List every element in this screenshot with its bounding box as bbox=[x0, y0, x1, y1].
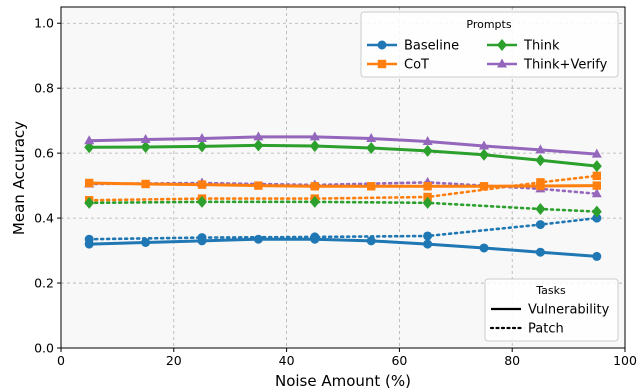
data-point bbox=[591, 205, 602, 218]
series-line-baseline-vulnerability bbox=[89, 237, 597, 258]
legend-tasks: Tasks Vulnerability Patch bbox=[484, 278, 619, 342]
x-tick-label: 60 bbox=[391, 353, 407, 368]
x-tick-label: 20 bbox=[166, 353, 182, 368]
data-point bbox=[422, 135, 433, 145]
legend-tasks-box bbox=[484, 278, 619, 342]
y-tick-label: 0.2 bbox=[34, 276, 54, 291]
plot-frame bbox=[60, 6, 626, 349]
y-axis-title: Mean Accuracy bbox=[10, 121, 28, 235]
data-point bbox=[197, 236, 207, 246]
legend-prompts-title: Prompts bbox=[466, 18, 511, 31]
data-point bbox=[535, 144, 546, 154]
series-line-think-vulnerability bbox=[89, 143, 597, 168]
legend-label: Think+Verify bbox=[523, 58, 608, 73]
data-point bbox=[367, 182, 376, 191]
data-point bbox=[84, 239, 94, 249]
data-point bbox=[310, 234, 320, 244]
data-point bbox=[423, 231, 433, 241]
data-point bbox=[309, 131, 320, 141]
data-point bbox=[309, 139, 320, 152]
legend-prompts-items: Baseline CoT Think Think+Verify bbox=[367, 39, 608, 73]
legend-tasks-items: Vulnerability Patch bbox=[489, 303, 610, 337]
y-tick-label: 0.4 bbox=[34, 211, 54, 226]
data-point bbox=[479, 140, 489, 150]
y-tick-label: 1.0 bbox=[34, 16, 54, 31]
data-point bbox=[535, 220, 545, 230]
x-tick-label: 0 bbox=[57, 353, 65, 368]
x-tick-label: 80 bbox=[504, 353, 520, 368]
legend-label: Think bbox=[523, 39, 560, 54]
data-point bbox=[140, 134, 151, 144]
legend-label: Baseline bbox=[404, 39, 459, 54]
legend-label: Vulnerability bbox=[528, 303, 610, 318]
data-point bbox=[423, 239, 433, 249]
data-point bbox=[423, 182, 432, 191]
data-point bbox=[84, 135, 95, 145]
data-point bbox=[535, 247, 545, 257]
data-point bbox=[479, 243, 489, 253]
data-point bbox=[366, 133, 377, 143]
data-point bbox=[310, 182, 319, 191]
series-line-think-verify-vulnerability bbox=[89, 135, 597, 156]
data-point bbox=[197, 140, 207, 153]
series-line-cot-vulnerability bbox=[89, 181, 597, 188]
data-point bbox=[592, 251, 602, 261]
data-point bbox=[309, 195, 320, 208]
data-point bbox=[591, 148, 602, 158]
series-line-think-patch bbox=[87, 200, 599, 213]
data-point bbox=[592, 171, 601, 181]
y-tick-label: 0.0 bbox=[34, 341, 54, 356]
legend-marker bbox=[497, 39, 507, 51]
series-markers bbox=[84, 131, 602, 261]
x-axis-title: Noise Amount (%) bbox=[275, 372, 411, 390]
legend-tasks-title: Tasks bbox=[535, 284, 566, 297]
legend-label: CoT bbox=[404, 58, 429, 73]
y-tick-label: 0.8 bbox=[34, 81, 54, 96]
data-point bbox=[85, 178, 94, 188]
data-point bbox=[592, 181, 601, 190]
data-point bbox=[197, 195, 207, 208]
data-point bbox=[84, 196, 95, 209]
data-point bbox=[141, 237, 151, 247]
data-point bbox=[479, 182, 489, 191]
legend-prompts: Prompts Baseline CoT Think Think+Verify bbox=[360, 11, 619, 78]
data-point bbox=[366, 236, 376, 246]
y-tick-label: 0.6 bbox=[34, 146, 54, 161]
data-point bbox=[591, 160, 602, 173]
x-tick-label: 100 bbox=[613, 353, 637, 368]
axis-ticks: 0 20 40 60 80 100 0.0 0.2 0.4 0.6 0.8 1.0 bbox=[34, 16, 637, 368]
data-point bbox=[422, 196, 433, 209]
legend-label: Patch bbox=[528, 322, 564, 337]
data-point bbox=[253, 234, 263, 244]
series-line-cot-patch bbox=[87, 174, 599, 202]
data-point bbox=[536, 181, 545, 191]
data-point bbox=[197, 133, 207, 143]
data-point bbox=[535, 203, 546, 216]
data-point bbox=[254, 181, 263, 190]
data-point bbox=[253, 131, 264, 141]
data-point bbox=[479, 148, 489, 161]
data-point bbox=[535, 154, 546, 167]
data-point bbox=[140, 140, 151, 153]
data-point bbox=[366, 141, 377, 154]
data-point bbox=[141, 179, 150, 189]
data-point bbox=[592, 213, 602, 223]
legend-marker bbox=[497, 58, 507, 68]
data-point bbox=[591, 188, 602, 198]
legend-marker bbox=[377, 59, 387, 69]
x-tick-label: 40 bbox=[279, 353, 295, 368]
data-point bbox=[197, 180, 207, 189]
data-point bbox=[422, 144, 433, 157]
data-point bbox=[253, 139, 264, 152]
legend-marker bbox=[377, 40, 387, 50]
